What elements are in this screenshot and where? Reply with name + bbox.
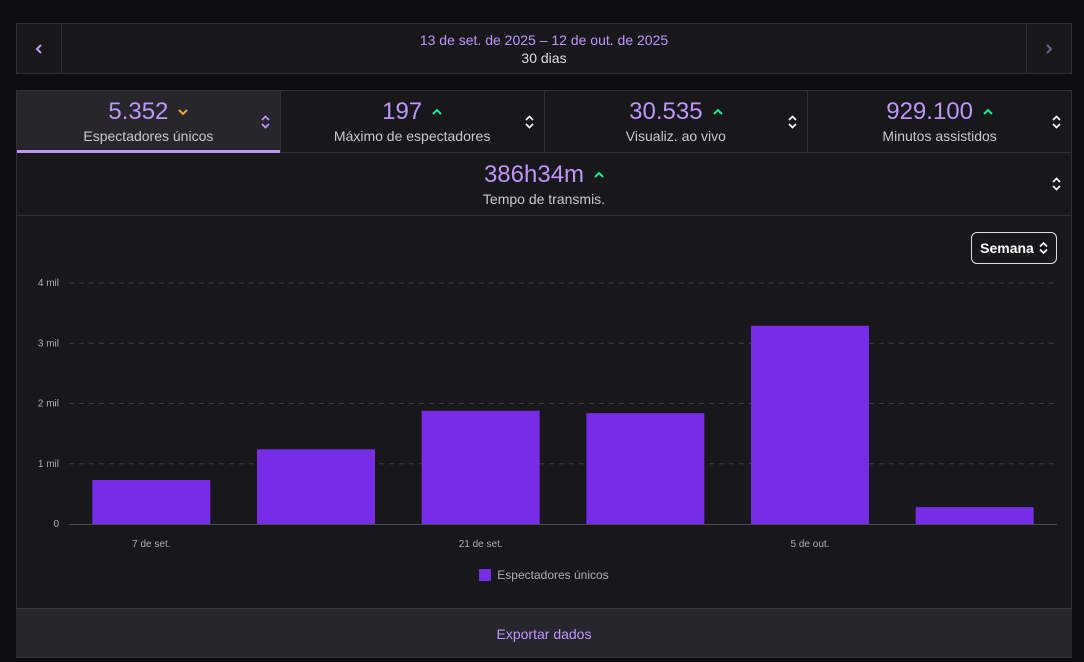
- trend-up-icon: [983, 108, 993, 115]
- legend-label: Espectadores únicos: [497, 568, 609, 582]
- sort-icon[interactable]: [261, 114, 270, 129]
- sort-icon[interactable]: [1052, 177, 1061, 191]
- export-data-button[interactable]: Exportar dados: [16, 608, 1072, 658]
- date-navigator: 13 de set. de 2025 – 12 de out. de 2025 …: [16, 23, 1072, 74]
- metric-value: 386h34m: [483, 160, 585, 188]
- y-tick-label: 3 mil: [38, 338, 59, 349]
- x-tick-label: 21 de set.: [459, 539, 503, 550]
- metric-live-views[interactable]: 30.535 Visualiz. ao vivo: [545, 91, 809, 152]
- date-range-days: 30 dias: [521, 49, 567, 66]
- bar[interactable]: [586, 413, 705, 524]
- bar-chart: 0 1 mil 2 mil 3 mil 4 mil 7 de set. 21 de set.…: [38, 278, 1057, 550]
- metric-label: Máximo de espectadores: [333, 128, 491, 144]
- export-label: Exportar dados: [496, 625, 592, 642]
- chart-legend[interactable]: Espectadores únicos: [17, 568, 1071, 582]
- metric-value: 5.352: [108, 98, 169, 125]
- chart-panel: Semana 0 1 mil 2 mil 3 mil 4 mil 7 de set. 21 …: [16, 216, 1072, 608]
- bar[interactable]: [915, 507, 1034, 524]
- bar[interactable]: [751, 325, 869, 524]
- trend-up-icon: [594, 171, 604, 178]
- period-select[interactable]: Semana: [971, 232, 1057, 264]
- metric-label: Tempo de transmis.: [482, 190, 606, 207]
- trend-up-icon: [432, 108, 442, 115]
- next-period-button[interactable]: [1026, 24, 1071, 73]
- bar[interactable]: [257, 449, 375, 524]
- bar[interactable]: [92, 480, 211, 524]
- metric-max-viewers[interactable]: 197 Máximo de espectadores: [281, 91, 545, 152]
- metrics-row: 5.352 Espectadores únicos 197 Máximo de …: [17, 91, 1071, 153]
- y-tick-label: 1 mil: [38, 459, 59, 470]
- metric-unique-viewers[interactable]: 5.352 Espectadores únicos: [17, 91, 281, 153]
- y-tick-label: 0: [53, 519, 59, 530]
- sort-icon[interactable]: [524, 114, 534, 129]
- x-tick-label: 7 de set.: [132, 539, 170, 550]
- bar[interactable]: [421, 410, 540, 524]
- chevron-left-icon: [35, 43, 42, 54]
- trend-down-icon: [178, 109, 189, 116]
- date-range-text: 13 de set. de 2025 – 12 de out. de 2025: [419, 31, 669, 48]
- trend-up-icon: [712, 108, 723, 115]
- previous-period-button[interactable]: [17, 24, 62, 73]
- metrics-panel: 5.352 Espectadores únicos 197 Máximo de …: [16, 90, 1072, 216]
- x-tick-label: 5 de out.: [791, 539, 830, 550]
- sort-icon[interactable]: [1052, 114, 1061, 129]
- date-range-display[interactable]: 13 de set. de 2025 – 12 de out. de 2025 …: [62, 24, 1026, 73]
- metric-stream-time[interactable]: 386h34m Tempo de transmis.: [17, 153, 1071, 215]
- metric-value: 197: [382, 98, 423, 125]
- sort-icon[interactable]: [788, 114, 797, 129]
- metric-label: Espectadores únicos: [83, 128, 214, 144]
- period-select-label: Semana: [980, 240, 1034, 256]
- metric-minutes-watched[interactable]: 929.100 Minutos assistidos: [808, 91, 1071, 152]
- metric-value: 929.100: [886, 98, 973, 125]
- chevron-right-icon: [1046, 43, 1053, 54]
- y-tick-label: 4 mil: [38, 278, 59, 289]
- metric-value: 30.535: [629, 98, 703, 125]
- legend-swatch: [479, 569, 492, 581]
- y-tick-label: 2 mil: [38, 399, 59, 410]
- metric-label: Minutos assistidos: [882, 128, 997, 144]
- metric-label: Visualiz. ao vivo: [625, 128, 726, 144]
- chevron-updown-icon: [1039, 242, 1048, 254]
